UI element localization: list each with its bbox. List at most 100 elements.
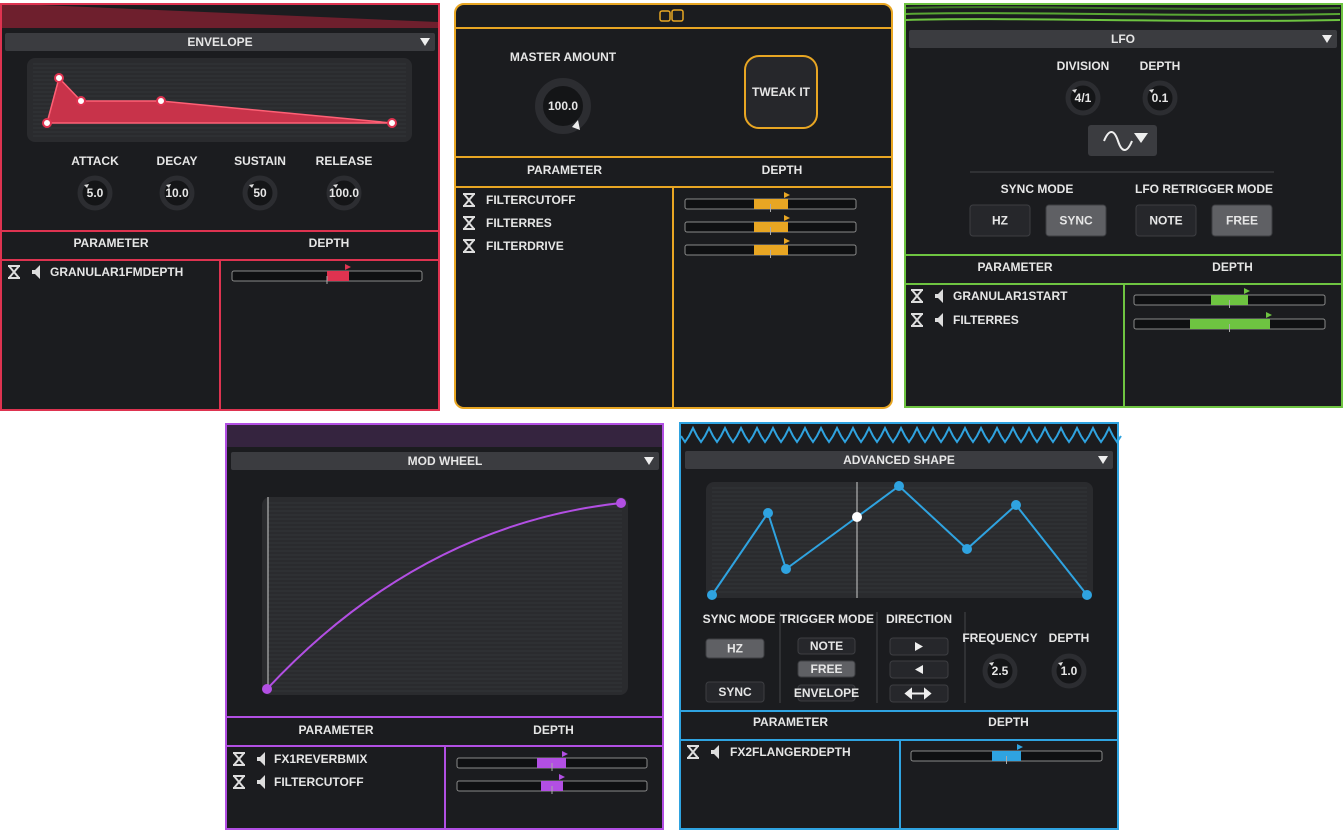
column-header: DEPTH [533,723,574,737]
knob-pointer [1072,89,1077,93]
shape-node[interactable] [894,481,904,491]
dropdown-arrow [1322,35,1332,43]
button-label: FREE [1226,214,1258,228]
section-label: SYNC MODE [703,612,776,626]
button[interactable] [1135,204,1197,237]
slider-flag [784,215,790,221]
speaker-icon[interactable] [711,745,719,759]
curve-node[interactable] [616,498,626,508]
header-wave [680,425,1122,444]
column-header: PARAMETER [298,723,373,737]
dropdown[interactable] [231,452,659,470]
knob[interactable] [535,78,591,134]
header-wave [905,18,1341,22]
button[interactable] [797,684,856,702]
knob-pointer [166,184,171,188]
shape-node[interactable] [852,512,862,522]
remove-icon[interactable] [233,775,245,789]
shape-node[interactable] [781,564,791,574]
knob-value: 100.0 [548,99,578,113]
knob-pointer [84,184,89,188]
knob-value: 5.0 [87,186,104,200]
envelope-node[interactable] [42,118,52,128]
slider-flag [1017,744,1023,750]
column-header: PARAMETER [753,715,828,729]
button[interactable] [969,204,1031,237]
knob-label: SUSTAIN [234,154,286,168]
parameter-name: FILTERDRIVE [486,239,564,253]
knob-label: DEPTH [1049,631,1090,645]
header-strip [227,425,662,447]
remove-icon[interactable] [463,216,475,230]
button[interactable] [1045,204,1107,237]
shape-line [711,484,1088,596]
shape-node[interactable] [962,544,972,554]
knob-pointer [1149,89,1154,93]
waveform-icon [1103,131,1133,151]
dropdown-title: ENVELOPE [187,35,252,49]
speaker-icon[interactable] [257,775,265,789]
knob-label: RELEASE [316,154,373,168]
button-label: NOTE [810,639,843,653]
dropdown[interactable] [685,451,1113,469]
knob-label: DEPTH [1140,59,1181,73]
button-label: FREE [810,662,842,676]
dice-icon [671,9,684,22]
header-wave [905,6,1341,10]
dropdown-title: MOD WHEEL [408,454,483,468]
remove-icon[interactable] [233,752,245,766]
button[interactable] [705,681,765,703]
envelope-shape [46,76,393,124]
knob-value: 50 [253,186,267,200]
section-label: DIRECTION [886,612,952,626]
dropdown[interactable] [5,33,435,51]
envelope-node[interactable] [76,96,86,106]
remove-icon[interactable] [8,265,20,279]
remove-icon[interactable] [911,313,923,327]
knob-label: DECAY [157,154,198,168]
parameter-name: FX2FLANGERDEPTH [730,745,851,759]
knob-pointer [249,184,254,188]
button[interactable] [744,55,818,129]
column-header: PARAMETER [73,236,148,250]
speaker-icon[interactable] [32,265,40,279]
slider-flag [559,774,565,780]
remove-icon[interactable] [911,289,923,303]
button[interactable] [797,660,856,678]
knob-label: FREQUENCY [962,631,1037,645]
shape-node[interactable] [763,508,773,518]
shape-node[interactable] [707,590,717,600]
column-header: DEPTH [309,236,350,250]
shape-node[interactable] [1082,590,1092,600]
button[interactable] [705,638,765,659]
envelope-node[interactable] [54,73,64,83]
parameter-name: GRANULAR1START [953,289,1068,303]
speaker-icon[interactable] [257,752,265,766]
waveform-button[interactable] [1088,125,1157,156]
remove-icon[interactable] [687,745,699,759]
parameter-name: FILTERRES [953,313,1019,327]
button[interactable] [1211,204,1273,237]
curve-node[interactable] [262,684,272,694]
button[interactable] [797,637,856,655]
shape-node[interactable] [1011,500,1021,510]
speaker-icon[interactable] [935,313,943,327]
knob-value: 10.0 [165,186,189,200]
dropdown-title: LFO [1111,32,1135,46]
parameter-name: FILTERRES [486,216,552,230]
envelope-node[interactable] [387,118,397,128]
knob-value: 4/1 [1075,91,1092,105]
button-label: HZ [992,214,1008,228]
dropdown[interactable] [909,30,1337,48]
parameter-name: FILTERCUTOFF [274,775,364,789]
knob-label: ATTACK [71,154,119,168]
waveform-arrow [1134,133,1148,143]
speaker-icon[interactable] [935,289,943,303]
remove-icon[interactable] [463,239,475,253]
button-label: SYNC [1059,214,1093,228]
column-header: PARAMETER [527,163,602,177]
envelope-node[interactable] [156,96,166,106]
remove-icon[interactable] [463,193,475,207]
